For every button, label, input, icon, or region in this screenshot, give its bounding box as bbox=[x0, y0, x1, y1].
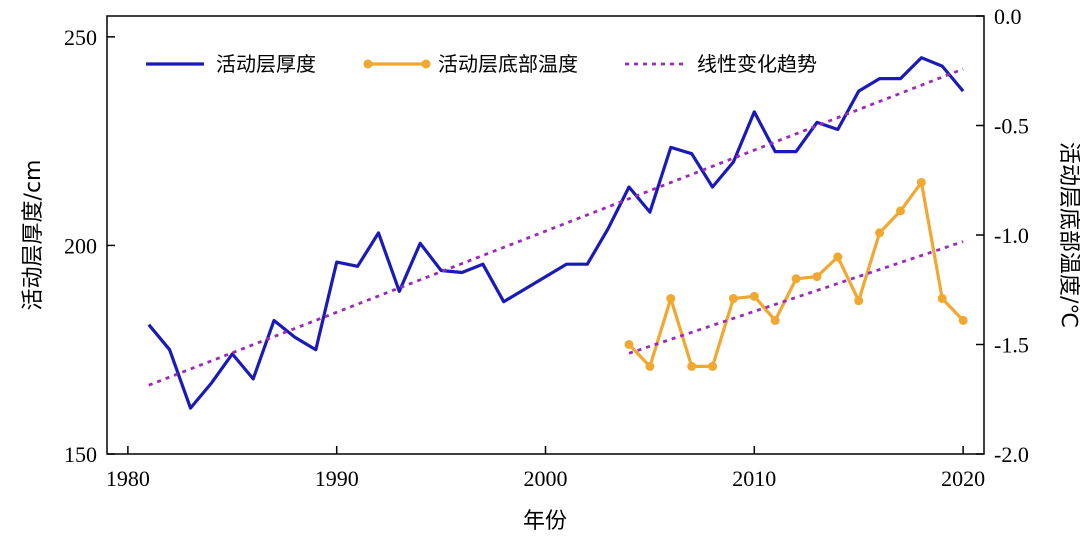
legend-label: 活动层底部温度 bbox=[438, 52, 578, 76]
series-point bbox=[875, 228, 885, 238]
series-point bbox=[895, 206, 905, 216]
x-tick-label: 1990 bbox=[315, 466, 359, 491]
right-y-tick-label: -2.0 bbox=[994, 442, 1029, 467]
legend-label: 活动层厚度 bbox=[216, 52, 316, 76]
plot-frame bbox=[106, 15, 985, 455]
left-y-tick-label: 200 bbox=[64, 233, 97, 258]
series-point bbox=[937, 294, 947, 304]
series-line-3 bbox=[148, 67, 964, 387]
series-point bbox=[770, 315, 780, 325]
series-point bbox=[708, 361, 718, 371]
series-point bbox=[916, 177, 926, 187]
series-line-4 bbox=[628, 240, 964, 355]
series-point bbox=[958, 315, 968, 325]
series-point bbox=[666, 294, 676, 304]
left-y-tick-label: 250 bbox=[64, 25, 97, 50]
x-tick-label: 1980 bbox=[106, 466, 150, 491]
legend: 活动层厚度 活动层底部温度 线性变化趋势 bbox=[146, 52, 817, 76]
right-y-axis-title: 活动层底部温度/℃ bbox=[1056, 142, 1080, 328]
right-y-tick-label: -1.0 bbox=[994, 223, 1029, 248]
x-tick-label: 2020 bbox=[941, 466, 985, 491]
series-point bbox=[749, 291, 759, 301]
x-axis-title: 年份 bbox=[523, 509, 567, 534]
series-point bbox=[624, 340, 634, 349]
legend-swatch-marker bbox=[363, 59, 373, 69]
legend-label: 线性变化趋势 bbox=[697, 52, 817, 76]
x-tick-label: 2000 bbox=[524, 466, 568, 491]
right-y-tick-label: 0.0 bbox=[994, 4, 1022, 29]
right-y-tick-label: -1.5 bbox=[994, 333, 1029, 358]
left-y-tick-label: 150 bbox=[64, 442, 97, 467]
x-tick-label: 2010 bbox=[732, 466, 776, 491]
legend-swatch-marker bbox=[421, 59, 431, 69]
left-y-axis-title: 活动层厚度/cm bbox=[21, 160, 46, 311]
series-line-1 bbox=[147, 56, 965, 410]
series-point bbox=[812, 272, 822, 282]
series-point bbox=[833, 252, 843, 262]
axis-ticks: 1980 1990 2000 2010 2020 150 200 250 -2.0 -1.5 -1.… bbox=[64, 4, 1029, 491]
series-point bbox=[728, 294, 738, 304]
series-point bbox=[687, 361, 697, 371]
series-point bbox=[791, 274, 801, 284]
chart-series bbox=[147, 56, 968, 410]
right-y-tick-label: -0.5 bbox=[994, 114, 1029, 139]
series-point bbox=[854, 296, 864, 306]
series-point bbox=[645, 361, 655, 371]
